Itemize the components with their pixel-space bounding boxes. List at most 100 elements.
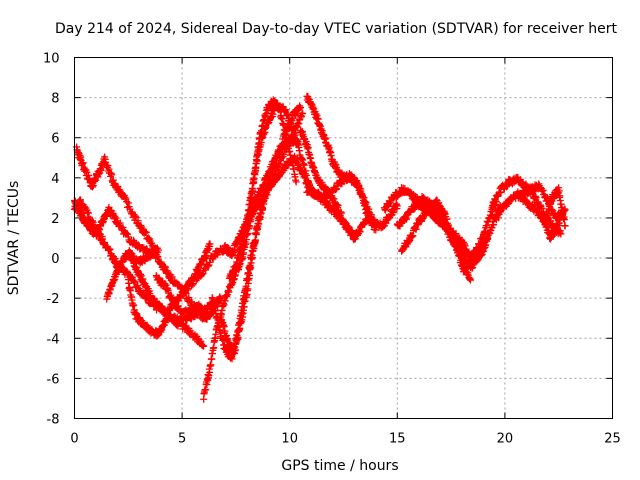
data-point bbox=[168, 273, 176, 281]
data-point bbox=[210, 253, 218, 261]
data-point bbox=[197, 337, 205, 345]
grid bbox=[74, 57, 613, 419]
data-point bbox=[189, 281, 197, 289]
data-point bbox=[277, 143, 285, 151]
data-point bbox=[188, 279, 196, 287]
series-track-17 bbox=[303, 170, 380, 234]
data-point bbox=[364, 209, 372, 217]
data-point bbox=[200, 342, 208, 350]
x-tick-label: 5 bbox=[178, 432, 186, 447]
y-tick-label: -2 bbox=[47, 292, 60, 307]
data-point bbox=[79, 159, 87, 167]
data-point bbox=[199, 270, 207, 278]
data-point bbox=[244, 213, 252, 221]
data-point bbox=[108, 171, 116, 179]
series-track-21 bbox=[415, 198, 500, 263]
data-point bbox=[337, 209, 345, 217]
data-point bbox=[253, 157, 261, 165]
data-point bbox=[134, 217, 142, 225]
data-point bbox=[272, 154, 280, 162]
x-axis-label: GPS time / hours bbox=[281, 458, 398, 474]
tick-labels: 0 5 10 15 20 25 -8 -6 -4 -2 0 2 4 6 8 10 bbox=[43, 52, 621, 447]
data-point bbox=[198, 271, 206, 279]
series-track-11 bbox=[217, 102, 304, 358]
data-point bbox=[555, 187, 563, 195]
data-point bbox=[270, 164, 278, 172]
data-series bbox=[71, 92, 569, 403]
y-tick-label: 8 bbox=[51, 92, 59, 107]
data-point bbox=[248, 253, 256, 261]
data-point bbox=[119, 223, 127, 231]
data-point bbox=[220, 323, 228, 331]
data-point bbox=[561, 222, 569, 230]
data-point bbox=[130, 277, 138, 285]
data-point bbox=[206, 240, 214, 248]
plot-frame bbox=[74, 57, 613, 419]
data-point bbox=[469, 263, 477, 271]
x-tick-label: 10 bbox=[281, 432, 298, 447]
data-point bbox=[204, 262, 212, 270]
data-point bbox=[393, 202, 401, 210]
x-tick-label: 15 bbox=[389, 432, 406, 447]
data-point bbox=[557, 230, 565, 238]
data-point bbox=[188, 298, 196, 306]
x-tick-label: 0 bbox=[70, 432, 78, 447]
series-track-2 bbox=[73, 143, 160, 256]
axis-ticks bbox=[74, 57, 613, 419]
y-tick-label: 0 bbox=[51, 252, 59, 267]
data-point bbox=[124, 233, 132, 241]
data-point bbox=[78, 209, 86, 217]
series-track-22 bbox=[488, 173, 565, 238]
data-point bbox=[123, 198, 131, 206]
data-point bbox=[141, 227, 149, 235]
data-point bbox=[220, 301, 228, 309]
data-point bbox=[333, 185, 341, 193]
data-point bbox=[282, 131, 290, 139]
data-point bbox=[130, 301, 138, 309]
data-point bbox=[206, 258, 214, 266]
x-tick-label: 20 bbox=[497, 432, 514, 447]
data-point bbox=[271, 159, 279, 167]
data-point bbox=[123, 267, 131, 275]
data-point bbox=[131, 212, 139, 220]
data-point bbox=[456, 252, 464, 260]
data-point bbox=[116, 219, 124, 227]
y-tick-label: -8 bbox=[47, 413, 60, 428]
data-point bbox=[137, 222, 145, 230]
data-point bbox=[278, 141, 286, 149]
data-point bbox=[275, 147, 283, 155]
data-point bbox=[372, 226, 380, 234]
data-point bbox=[279, 135, 287, 143]
data-point bbox=[202, 266, 210, 274]
data-point bbox=[205, 372, 213, 380]
series-track-16 bbox=[296, 127, 373, 244]
data-point bbox=[560, 216, 568, 224]
data-point bbox=[334, 202, 342, 210]
data-point bbox=[255, 220, 263, 228]
data-point bbox=[215, 298, 223, 306]
y-tick-label: -6 bbox=[47, 372, 60, 387]
data-point bbox=[240, 232, 248, 240]
data-point bbox=[121, 194, 129, 201]
series-track-25 bbox=[535, 184, 569, 230]
data-point bbox=[235, 251, 243, 259]
data-point bbox=[142, 245, 150, 253]
data-point bbox=[199, 341, 207, 349]
y-tick-label: 4 bbox=[51, 172, 59, 187]
data-point bbox=[106, 246, 114, 254]
data-point bbox=[234, 334, 242, 342]
data-point bbox=[131, 278, 139, 286]
data-point bbox=[207, 361, 215, 369]
data-point bbox=[292, 178, 300, 186]
data-point bbox=[559, 208, 567, 216]
data-point bbox=[196, 261, 204, 269]
y-tick-label: 10 bbox=[43, 52, 60, 67]
y-tick-label: -4 bbox=[47, 332, 60, 347]
data-point bbox=[124, 199, 132, 207]
y-axis-label: SDTVAR / TECUs bbox=[6, 181, 22, 296]
data-point bbox=[206, 368, 214, 376]
data-point bbox=[252, 236, 260, 244]
x-tick-label: 25 bbox=[604, 432, 621, 447]
data-point bbox=[142, 228, 150, 236]
